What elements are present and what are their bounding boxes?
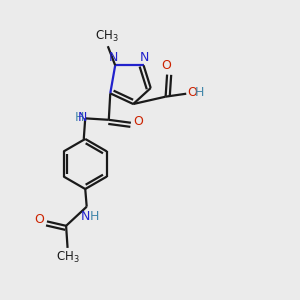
Text: H: H bbox=[194, 86, 204, 99]
Text: O: O bbox=[133, 116, 143, 128]
Text: O: O bbox=[35, 212, 45, 226]
Text: N: N bbox=[109, 51, 118, 64]
Text: O: O bbox=[187, 86, 197, 99]
Text: CH$_3$: CH$_3$ bbox=[94, 29, 118, 44]
Text: N: N bbox=[81, 210, 91, 223]
Text: N: N bbox=[140, 51, 149, 64]
Text: H: H bbox=[74, 111, 84, 124]
Text: O: O bbox=[161, 59, 171, 72]
Text: CH$_3$: CH$_3$ bbox=[56, 250, 80, 266]
Text: H: H bbox=[89, 210, 99, 223]
Text: N: N bbox=[77, 111, 87, 124]
